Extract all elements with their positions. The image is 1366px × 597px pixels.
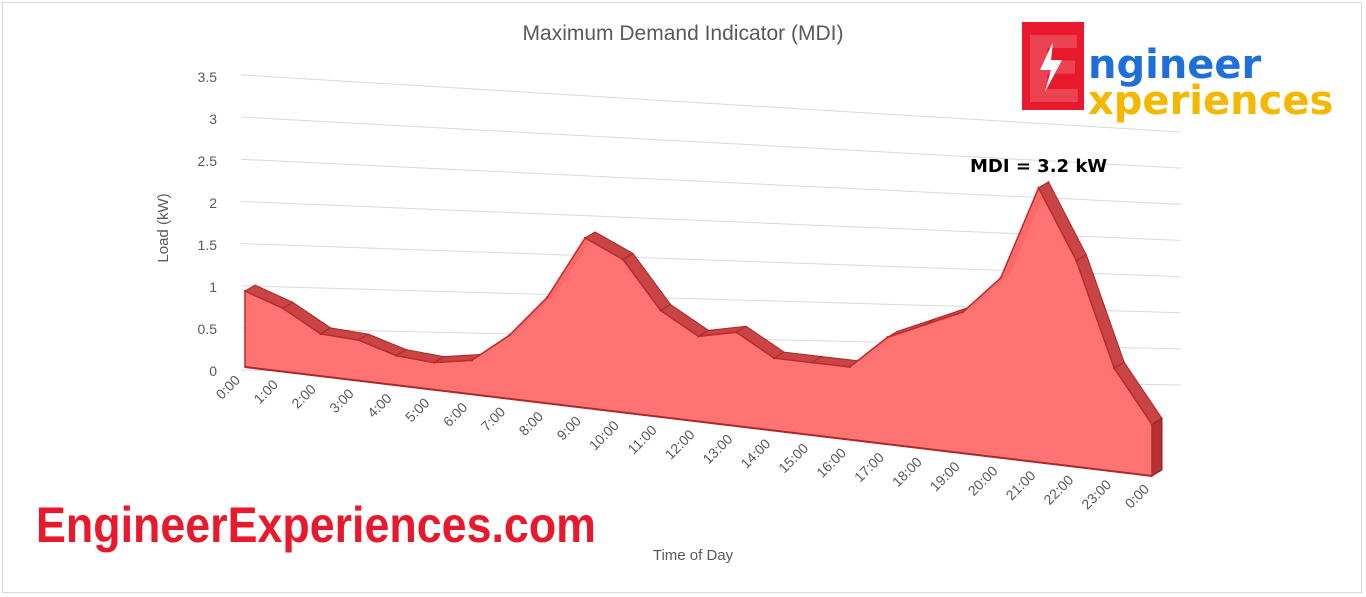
x-tick-label: 12:00 — [662, 426, 698, 462]
data-point — [772, 356, 776, 360]
x-tick-label: 13:00 — [699, 431, 735, 467]
area-front-face — [244, 186, 1153, 477]
data-point — [281, 307, 284, 310]
data-point — [924, 323, 927, 326]
data-point — [621, 258, 625, 261]
y-tick-labels: 0 0.5 1 1.5 2 2.5 3 3.5 — [198, 69, 218, 379]
x-tick-label: 19:00 — [927, 458, 963, 494]
x-tick-label: 18:00 — [889, 453, 925, 489]
x-tick-label: 1:00 — [250, 376, 281, 407]
gridline — [240, 158, 1182, 205]
x-tick-label: 16:00 — [813, 444, 849, 480]
data-point — [583, 236, 587, 240]
data-point — [848, 365, 851, 369]
chart-title: Maximum Demand Indicator (MDI) — [523, 22, 844, 45]
area-series — [243, 180, 1163, 477]
area-baseline — [244, 366, 1153, 477]
area-end-facet — [1151, 417, 1163, 477]
data-point — [886, 336, 889, 339]
y-tick-label: 1.5 — [198, 237, 218, 253]
x-tick-label: 8:00 — [516, 408, 547, 439]
x-tick-label: 21:00 — [1002, 467, 1038, 503]
gridline — [240, 74, 1182, 133]
x-tick-label: 15:00 — [775, 440, 811, 476]
brand-logo: E ngineer xperiences — [1022, 17, 1334, 124]
data-point — [319, 332, 322, 336]
data-point — [1075, 259, 1078, 263]
data-point — [697, 335, 700, 338]
data-point — [395, 354, 398, 357]
x-tick-label: 22:00 — [1040, 472, 1076, 508]
x-tick-label: 14:00 — [737, 435, 773, 471]
data-point — [810, 361, 814, 364]
x-tick-label: 6:00 — [440, 399, 471, 430]
y-axis-label: Load (kW) — [155, 193, 172, 262]
gridline — [240, 116, 1182, 169]
y-tick-label: 1 — [209, 279, 217, 295]
logo-text-line2: xperiences — [1088, 78, 1333, 124]
x-tick-label: 10:00 — [586, 417, 622, 453]
data-point — [470, 359, 473, 362]
x-tick-label: 11:00 — [624, 422, 660, 458]
x-tick-label: 4:00 — [364, 390, 395, 421]
y-tick-label: 3.5 — [198, 69, 218, 85]
y-tick-label: 0.5 — [198, 321, 218, 337]
data-point — [357, 338, 360, 342]
x-tick-label: 0:00 — [1122, 481, 1153, 512]
data-point — [735, 331, 738, 334]
y-tick-label: 3 — [209, 111, 217, 127]
x-tick-label: 20:00 — [965, 462, 1001, 498]
x-tick-label: 23:00 — [1078, 476, 1114, 512]
x-tick-label: 7:00 — [478, 403, 509, 434]
x-axis-label: Time of Day — [653, 547, 734, 564]
x-tick-label: 5:00 — [402, 394, 433, 425]
data-point — [1150, 423, 1154, 426]
logo-text-line1: ngineer — [1088, 42, 1262, 88]
data-point — [546, 296, 549, 299]
data-point — [432, 361, 436, 364]
x-tick-label: 9:00 — [553, 413, 584, 444]
data-point — [1037, 186, 1040, 190]
data-point — [243, 289, 247, 293]
watermark: EngineerExperiences.com — [36, 497, 596, 553]
data-point — [659, 309, 662, 312]
data-point — [999, 276, 1002, 279]
y-tick-label: 0 — [209, 363, 217, 379]
x-tick-label: 17:00 — [851, 449, 887, 485]
lightning-bolt-icon — [1040, 42, 1062, 92]
y-tick-label: 2 — [209, 195, 217, 211]
x-tick-label: 2:00 — [288, 381, 319, 412]
data-point — [1113, 367, 1116, 370]
x-tick-label: 0:00 — [213, 372, 244, 403]
x-tick-label: 3:00 — [326, 385, 357, 416]
data-point — [508, 334, 511, 337]
data-point — [961, 310, 965, 314]
mdi-annotation: MDI = 3.2 kW — [970, 156, 1107, 177]
y-tick-label: 2.5 — [198, 153, 218, 169]
